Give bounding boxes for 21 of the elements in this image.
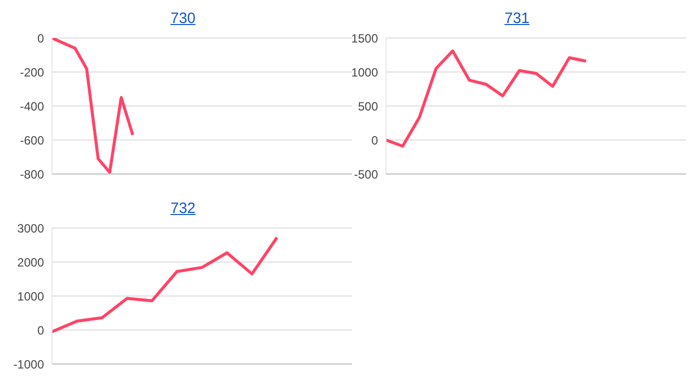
y-tick-label: 1500 bbox=[351, 31, 378, 46]
y-tick-label: 0 bbox=[371, 133, 378, 148]
line-series bbox=[50, 38, 134, 174]
y-tick-label: -200 bbox=[20, 65, 44, 80]
y-tick-label: 3000 bbox=[17, 221, 44, 236]
chart-title: 731 bbox=[504, 10, 530, 27]
y-tick-label: -1000 bbox=[13, 357, 44, 372]
line-series bbox=[50, 236, 278, 334]
y-tick-label: 1000 bbox=[17, 289, 44, 304]
chart-title: 730 bbox=[170, 10, 196, 27]
y-tick-label: 1000 bbox=[351, 65, 378, 80]
y-tick-label: 2000 bbox=[17, 255, 44, 270]
y-tick-label: 500 bbox=[358, 99, 378, 114]
y-tick-label: -600 bbox=[20, 133, 44, 148]
y-tick-label: -400 bbox=[20, 99, 44, 114]
y-tick-label: 0 bbox=[37, 323, 44, 338]
y-tick-label: 0 bbox=[37, 31, 44, 46]
y-tick-label: -500 bbox=[354, 167, 378, 182]
line-series bbox=[384, 49, 588, 148]
y-tick-label: -800 bbox=[20, 167, 44, 182]
chart-title: 732 bbox=[170, 200, 196, 217]
